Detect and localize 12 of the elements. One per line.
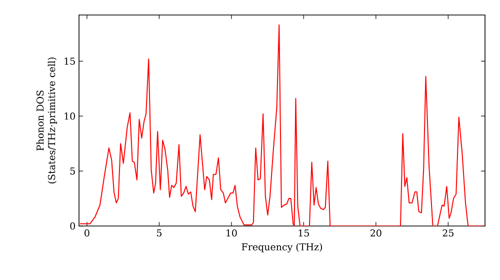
x-axis-title: Frequency (THz) xyxy=(242,243,322,252)
x-tick-label: 10 xyxy=(226,229,237,237)
y-tick-label: 0 xyxy=(70,222,75,230)
x-tick-label: 0 xyxy=(84,229,90,237)
y-axis-title: Phonon DOS (States/THz·primitive cell) xyxy=(36,58,58,184)
y-tick-label: 10 xyxy=(64,112,75,120)
y-tick-label: 5 xyxy=(70,168,75,175)
x-tick-label: 5 xyxy=(156,229,162,236)
x-tick-label: 15 xyxy=(298,229,309,237)
y-tick-label: 15 xyxy=(64,58,75,65)
x-tick-label: 20 xyxy=(370,229,382,237)
x-tick-label: 25 xyxy=(442,229,454,237)
